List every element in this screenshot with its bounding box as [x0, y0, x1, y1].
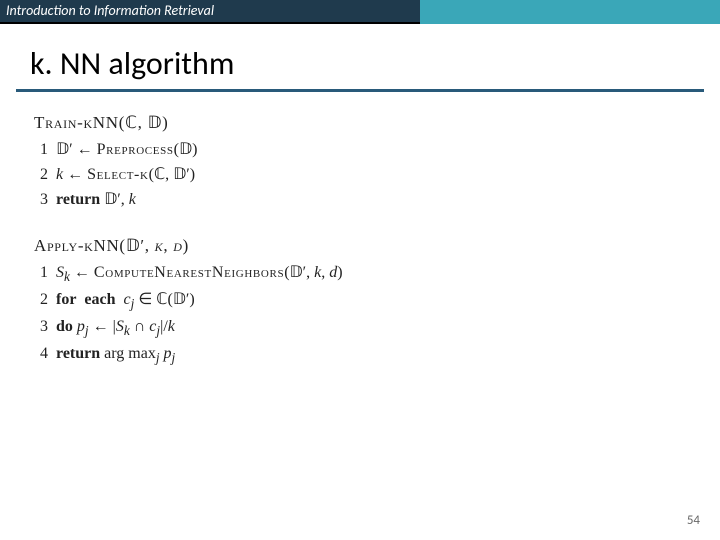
- line-body: k ← Select-k(ℂ, 𝔻′): [56, 163, 195, 188]
- title-area: k. NN algorithm: [0, 24, 720, 89]
- line-number: 1: [34, 138, 56, 163]
- header-accent: [420, 0, 720, 24]
- line-number: 3: [34, 188, 56, 213]
- line-number: 2: [34, 163, 56, 188]
- train-fn-head: Train-kNN(ℂ, 𝔻): [34, 110, 720, 136]
- slide-title: k. NN algorithm: [30, 44, 720, 83]
- line-body: do pj ← |Sk ∩ cj|/k: [56, 315, 175, 342]
- line-number: 4: [34, 342, 56, 369]
- line-body: for each cj ∈ ℂ(𝔻′): [56, 288, 195, 315]
- line-body: return 𝔻′, k: [56, 188, 136, 213]
- algo-line: 1 Sk ← ComputeNearestNeighbors(𝔻′, k, d): [34, 261, 720, 288]
- algo-line: 3 do pj ← |Sk ∩ cj|/k: [34, 315, 720, 342]
- slide-header: Introduction to Information Retrieval: [0, 0, 720, 24]
- line-number: 1: [34, 261, 56, 288]
- algo-line: 2 for each cj ∈ ℂ(𝔻′): [34, 288, 720, 315]
- line-body: return arg maxj pj: [56, 342, 175, 369]
- algo-line: 2 k ← Select-k(ℂ, 𝔻′): [34, 163, 720, 188]
- apply-fn-head: Apply-kNN(𝔻′, k, d): [34, 233, 720, 259]
- line-body: Sk ← ComputeNearestNeighbors(𝔻′, k, d): [56, 261, 343, 288]
- algo-line: 4 return arg maxj pj: [34, 342, 720, 369]
- algo-line: 3 return 𝔻′, k: [34, 188, 720, 213]
- line-number: 3: [34, 315, 56, 342]
- algo-line: 1 𝔻′ ← Preprocess(𝔻): [34, 138, 720, 163]
- line-number: 2: [34, 288, 56, 315]
- algorithm-body: Train-kNN(ℂ, 𝔻) 1 𝔻′ ← Preprocess(𝔻) 2 k…: [0, 92, 720, 368]
- course-title: Introduction to Information Retrieval: [0, 0, 420, 24]
- page-number: 54: [687, 513, 700, 528]
- line-body: 𝔻′ ← Preprocess(𝔻): [56, 138, 197, 163]
